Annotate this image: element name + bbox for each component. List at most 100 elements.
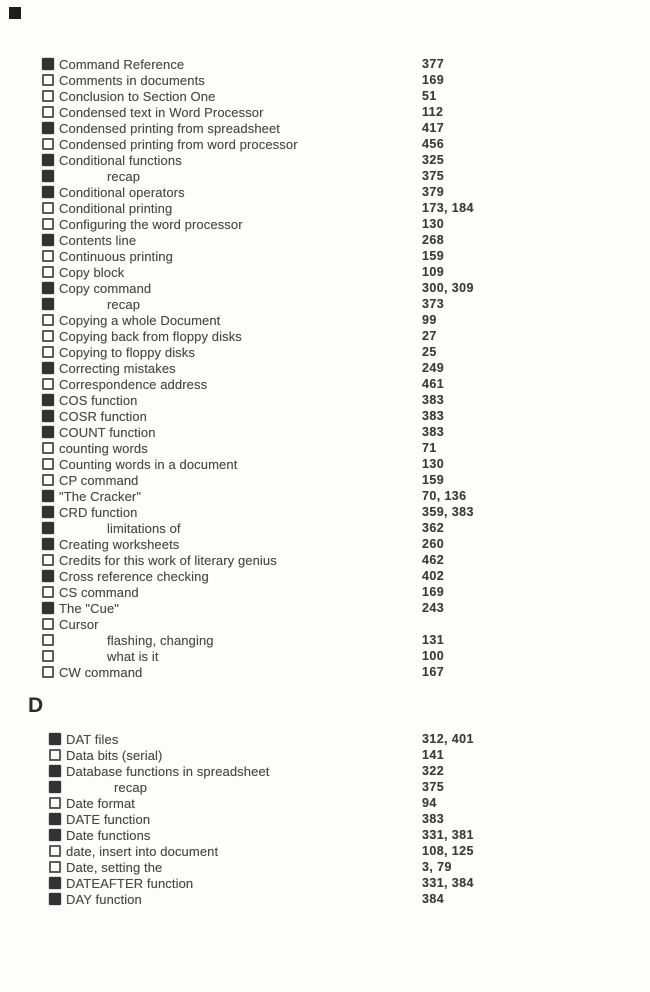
entry-label: Conditional operators: [59, 184, 185, 200]
entry-label: Copy block: [59, 264, 125, 280]
entry-label: Condensed text in Word Processor: [59, 104, 264, 120]
entry-checkbox-icon: [49, 829, 61, 841]
entry-page-numbers: 325: [422, 153, 445, 167]
entry-page-numbers: 159: [422, 249, 445, 263]
entry-label: counting words: [59, 440, 148, 456]
entry-page-numbers: 331, 381: [422, 828, 474, 842]
entry-page-numbers: 173, 184: [422, 201, 474, 215]
entry-checkbox-icon: [42, 522, 54, 534]
index-entry-row: CRD function 359, 383: [42, 504, 650, 520]
index-entry-row: recap 375: [49, 779, 650, 795]
index-entry-row: CW command 167: [42, 664, 650, 680]
entry-label: Date, setting the: [66, 859, 163, 875]
entry-page-numbers: 169: [422, 73, 445, 87]
index-entry-row: Condensed printing from word processor 4…: [42, 136, 650, 152]
index-entry-row: Correcting mistakes 249: [42, 360, 650, 376]
entry-page-numbers: 377: [422, 57, 445, 71]
index-entry-row: "The Cracker" 70, 136: [42, 488, 650, 504]
entry-page-numbers: 51: [422, 89, 437, 103]
index-entry-row: Date format 94: [49, 795, 650, 811]
entry-page-numbers: 312, 401: [422, 732, 474, 746]
index-entry-row: DATEAFTER function 331, 384: [49, 875, 650, 891]
entry-page-numbers: 243: [422, 601, 445, 615]
entry-checkbox-icon: [42, 458, 54, 470]
index-entry-row: DAT files 312, 401: [49, 731, 650, 747]
entry-checkbox-icon: [42, 442, 54, 454]
entry-label: Date format: [66, 795, 136, 811]
entry-checkbox-icon: [49, 813, 61, 825]
entry-page-numbers: 383: [422, 812, 445, 826]
entry-label: CP command: [59, 472, 139, 488]
entry-page-numbers: 383: [422, 409, 445, 423]
entry-checkbox-icon: [42, 634, 54, 646]
entry-page-numbers: 375: [422, 780, 445, 794]
entry-page-numbers: 112: [422, 105, 444, 119]
entry-page-numbers: 131: [422, 633, 445, 647]
entry-checkbox-icon: [49, 733, 61, 745]
index-entry-row: The "Cue" 243: [42, 600, 650, 616]
entry-label: Conclusion to Section One: [59, 88, 216, 104]
entry-label: CW command: [59, 664, 143, 680]
entry-checkbox-icon: [42, 186, 54, 198]
entry-label: Correspondence address: [59, 376, 208, 392]
entry-checkbox-icon: [42, 346, 54, 358]
index-entry-row: DATE function 383: [49, 811, 650, 827]
entry-checkbox-icon: [42, 122, 54, 134]
entry-page-numbers: 461: [422, 377, 445, 391]
index-entry-row: COS function 383: [42, 392, 650, 408]
entry-page-numbers: 27: [422, 329, 437, 343]
index-entry-row: what is it 100: [42, 648, 650, 664]
entry-page-numbers: 383: [422, 393, 445, 407]
entry-label: Conditional functions: [59, 152, 182, 168]
entry-label: Conditional printing: [59, 200, 173, 216]
entry-checkbox-icon: [49, 893, 61, 905]
entry-page-numbers: 359, 383: [422, 505, 474, 519]
index-entry-row: Data bits (serial) 141: [49, 747, 650, 763]
index-entry-row: Copy block 109: [42, 264, 650, 280]
entry-label: Configuring the word processor: [59, 216, 243, 232]
entry-checkbox-icon: [42, 314, 54, 326]
entry-page-numbers: 384: [422, 892, 445, 906]
entry-label: Comments in documents: [59, 72, 205, 88]
entry-page-numbers: 331, 384: [422, 876, 474, 890]
entry-checkbox-icon: [42, 154, 54, 166]
index-entry-row: Conditional operators 379: [42, 184, 650, 200]
index-entry-row: Condensed text in Word Processor 112: [42, 104, 650, 120]
entry-page-numbers: 362: [422, 521, 445, 535]
entry-page-numbers: 417: [422, 121, 445, 135]
entry-label: COS function: [59, 392, 138, 408]
entry-label: Copying back from floppy disks: [59, 328, 242, 344]
index-entry-row: counting words 71: [42, 440, 650, 456]
entry-label: Condensed printing from spreadsheet: [59, 120, 281, 136]
index-entry-row: recap 373: [42, 296, 650, 312]
index-entry-row: Correspondence address 461: [42, 376, 650, 392]
entry-checkbox-icon: [42, 90, 54, 102]
entry-checkbox-icon: [42, 74, 54, 86]
entry-page-numbers: 108, 125: [422, 844, 474, 858]
entry-page-numbers: 71: [422, 441, 437, 455]
entry-page-numbers: 169: [422, 585, 445, 599]
entry-checkbox-icon: [42, 298, 54, 310]
index-entry-row: Copying back from floppy disks 27: [42, 328, 650, 344]
section-rows: Command Reference 377 Comments in docume…: [0, 56, 650, 680]
entry-label: Data bits (serial): [66, 747, 163, 763]
entry-label: Continuous printing: [59, 248, 173, 264]
index-entry-row: date, insert into document 108, 125: [49, 843, 650, 859]
index-entry-row: Comments in documents 169: [42, 72, 650, 88]
entry-label: Counting words in a document: [59, 456, 238, 472]
index-entry-row: Date functions 331, 381: [49, 827, 650, 843]
index-entry-row: Configuring the word processor 130: [42, 216, 650, 232]
entry-page-numbers: 99: [422, 313, 437, 327]
entry-page-numbers: 167: [422, 665, 445, 679]
entry-checkbox-icon: [49, 877, 61, 889]
entry-label: Database functions in spreadsheet: [66, 763, 270, 779]
entry-page-numbers: 94: [422, 796, 437, 810]
entry-label: Copy command: [59, 280, 152, 296]
index-entry-row: COUNT function 383: [42, 424, 650, 440]
entry-checkbox-icon: [42, 650, 54, 662]
entry-label: The "Cue": [59, 600, 119, 616]
entry-checkbox-icon: [42, 330, 54, 342]
entry-checkbox-icon: [42, 282, 54, 294]
entry-checkbox-icon: [42, 474, 54, 486]
index-entry-row: CP command 159: [42, 472, 650, 488]
